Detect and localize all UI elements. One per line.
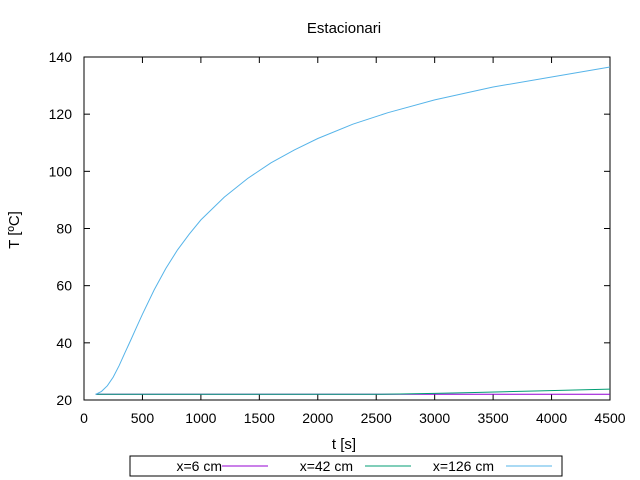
y-tick-label: 140 bbox=[49, 49, 73, 65]
series-line-2 bbox=[95, 388, 611, 395]
legend-label: x=126 cm bbox=[433, 458, 494, 474]
y-tick-label: 60 bbox=[56, 278, 72, 294]
legend: x=6 cm x=42 cm x=126 cm bbox=[129, 455, 563, 477]
x-tick-label: 3000 bbox=[419, 410, 450, 426]
x-tick-label: 4000 bbox=[536, 410, 567, 426]
y-tick-label: 100 bbox=[49, 163, 73, 179]
x-tick-label: 3500 bbox=[478, 410, 509, 426]
legend-box bbox=[129, 455, 563, 477]
series-lines bbox=[95, 66, 611, 395]
x-axis-label: t [s] bbox=[332, 436, 356, 453]
y-axis-label: T [ºC] bbox=[6, 211, 23, 249]
x-tick-label: 0 bbox=[80, 410, 88, 426]
legend-label: x=6 cm bbox=[176, 458, 222, 474]
legend-items: x=6 cm x=42 cm x=126 cm bbox=[176, 458, 552, 474]
axis-ticks: 0 500 1000 1500 2000 2500 3000 3500 4000 4500 20 40… bbox=[49, 49, 626, 426]
x-tick-label: 1000 bbox=[185, 410, 216, 426]
y-tick-label: 120 bbox=[49, 106, 73, 122]
y-tick-label: 20 bbox=[56, 392, 72, 408]
series-line-3 bbox=[95, 66, 611, 395]
legend-label: x=42 cm bbox=[300, 458, 353, 474]
x-tick-label: 2000 bbox=[302, 410, 333, 426]
y-tick-label: 80 bbox=[56, 221, 72, 237]
x-tick-label: 500 bbox=[131, 410, 155, 426]
x-tick-label: 1500 bbox=[244, 410, 275, 426]
x-tick-label: 4500 bbox=[594, 410, 625, 426]
x-tick-label: 2500 bbox=[361, 410, 392, 426]
y-tick-label: 40 bbox=[56, 335, 72, 351]
plot-area-border bbox=[83, 56, 611, 401]
chart-title: Estacionari bbox=[307, 20, 381, 37]
